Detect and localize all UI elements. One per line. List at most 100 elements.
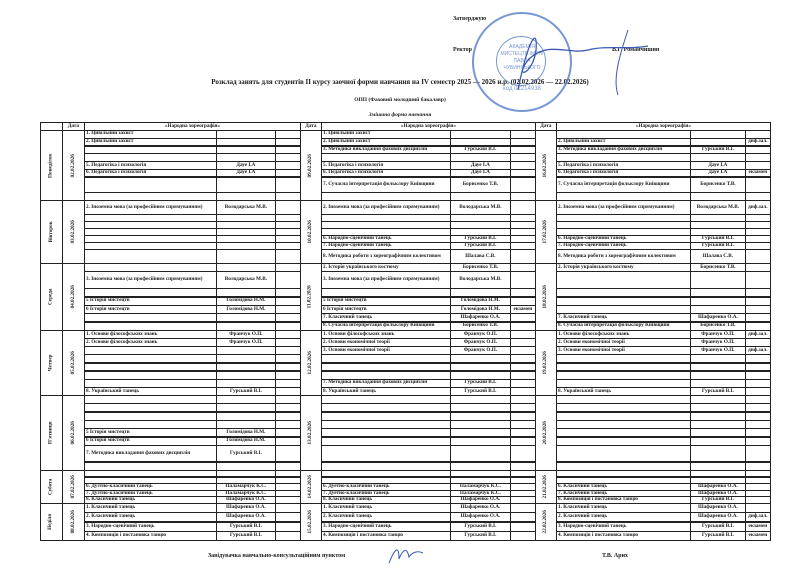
lesson-note <box>510 200 536 215</box>
date-cell: 02.02.2026 <box>62 130 85 201</box>
day-name-cell: Неділя <box>40 503 63 541</box>
approve-label: Затверджую <box>453 16 487 22</box>
lesson-teacher <box>216 176 276 193</box>
footer-signature <box>388 549 424 564</box>
date-cell-text: 13.02.2026 <box>307 421 314 445</box>
lesson-subject <box>556 445 691 463</box>
lesson-teacher <box>450 445 511 463</box>
lesson-teacher <box>216 249 276 264</box>
lesson-teacher: Гурський В.І. <box>450 530 511 541</box>
date-cell-text: 20.02.2026 <box>542 421 549 445</box>
day-name-cell: Четвер <box>40 330 63 396</box>
date-cell-text: 10.02.2026 <box>307 220 314 244</box>
rector-label: Ректор <box>453 47 472 53</box>
lesson-subject <box>84 249 217 264</box>
lesson-subject <box>321 445 451 463</box>
lesson-note <box>510 271 536 289</box>
date-cell-text: 14.02.2026 <box>307 475 314 499</box>
date-cell: 19.02.2026 <box>535 330 557 396</box>
lesson-teacher: Борисенко Т.В. <box>450 176 511 193</box>
lesson-teacher: Володарська М.В. <box>216 200 276 215</box>
official-stamp: АКАДЕМІЯ МИСТЕЦТВ ІМЕНІ ПАВЛА ЧУБИНСЬКОГ… <box>472 12 572 112</box>
day-name-cell: Вівторок <box>40 200 63 264</box>
lesson-subject <box>556 271 691 289</box>
rector-signature <box>517 29 649 96</box>
lesson-note <box>275 445 301 463</box>
rector-name: В.Г. Романчишин <box>612 47 660 53</box>
footer-name: Т.В. Арих <box>602 553 629 559</box>
lesson-note <box>745 249 771 264</box>
date-cell-text: 19.02.2026 <box>542 351 549 375</box>
stamp-code: код 02214938 <box>503 86 541 92</box>
date-cell-text: 22.02.2026 <box>542 510 549 534</box>
date-cell: 05.02.2026 <box>62 330 85 396</box>
day-name-cell-text: Середа <box>47 288 54 306</box>
lesson-note <box>510 249 536 264</box>
lesson-subject: 4. Композиція і постановка танцю <box>321 530 451 541</box>
day-name-cell: Субота <box>40 470 63 504</box>
date-cell-text: 21.02.2026 <box>542 475 549 499</box>
day-name-cell-text: Вівторок <box>47 221 54 243</box>
lesson-note <box>275 200 301 215</box>
lesson-note <box>510 445 536 463</box>
date-cell-text: 12.02.2026 <box>307 351 314 375</box>
date-cell-text: 08.02.2026 <box>69 510 76 534</box>
day-name-cell: Середа <box>40 263 63 331</box>
date-cell-text: 02.02.2026 <box>69 153 76 178</box>
date-cell-text: 17.02.2026 <box>542 220 549 244</box>
date-cell: 22.02.2026 <box>535 503 557 541</box>
schedule-title: Розклад занять для студентів ІІ курсу за… <box>211 78 589 86</box>
date-cell: 18.02.2026 <box>535 263 557 331</box>
date-cell: 17.02.2026 <box>535 200 557 264</box>
day-name-cell: П'ятниця <box>40 395 63 471</box>
date-cell: 07.02.2026 <box>62 470 85 504</box>
lesson-note <box>275 271 301 289</box>
lesson-note <box>275 176 301 193</box>
lesson-note <box>745 445 771 463</box>
date-cell: 10.02.2026 <box>300 200 322 264</box>
date-cell: 03.02.2026 <box>62 200 85 264</box>
lesson-subject: 2. Іноземна мова (за професійним спрямув… <box>556 200 691 215</box>
lesson-subject: 7. Сучасна інтерпретація фольклору Київщ… <box>556 176 691 193</box>
lesson-note <box>510 176 536 193</box>
date-cell-text: 15.02.2026 <box>307 510 314 534</box>
lesson-teacher <box>690 445 746 463</box>
stamp-text: АКАДЕМІЯ МИСТЕЦТВ ІМЕНІ ПАВЛА ЧУБИНСЬКОГ… <box>500 44 544 71</box>
lesson-note <box>510 530 536 541</box>
date-cell: 09.02.2026 <box>300 130 322 201</box>
date-cell: 21.02.2026 <box>535 470 557 504</box>
lesson-teacher: Володарська М.В. <box>216 271 276 289</box>
lesson-teacher: Борисенко Т.В. <box>690 176 746 193</box>
footer-position: Завідувачка навчально-консультаційним пу… <box>208 553 346 559</box>
lesson-note <box>275 530 301 541</box>
lesson-subject: 2. Іноземна мова (за професійним спрямув… <box>84 200 217 215</box>
lesson-note <box>275 249 301 264</box>
day-name-cell: Понеділок <box>40 130 63 201</box>
day-name-cell-text: П'ятниця <box>47 421 54 445</box>
lesson-subject: 4. Композиція і постановка танцю <box>556 530 691 541</box>
lesson-teacher: Володарська М.В. <box>450 271 511 289</box>
lesson-teacher <box>690 271 746 289</box>
day-name-cell-text: Неділя <box>47 513 54 530</box>
lesson-teacher: Шалава С.В. <box>450 249 511 264</box>
lesson-note <box>745 176 771 193</box>
date-cell-text: 05.02.2026 <box>69 351 76 375</box>
lesson-subject: 2. Іноземна мова (за професійним спрямув… <box>321 200 451 215</box>
lesson-teacher: Володарська М.В. <box>690 200 746 215</box>
date-cell: 11.02.2026 <box>300 263 322 331</box>
date-cell: 14.02.2026 <box>300 470 322 504</box>
lesson-subject <box>84 176 217 193</box>
date-cell: 20.02.2026 <box>535 395 557 471</box>
lesson-teacher: Гурський В.І. <box>216 530 276 541</box>
lesson-subject: 7. Сучасна інтерпретація фольклору Київщ… <box>321 176 451 193</box>
date-cell-text: 18.02.2026 <box>542 285 549 309</box>
lesson-teacher: Гурський В.І. <box>690 530 746 541</box>
date-cell-text: 06.02.2026 <box>69 421 76 445</box>
lesson-subject: 8. Методика роботи з хореографічним коле… <box>321 249 451 264</box>
lesson-teacher: Гурський В.І. <box>216 445 276 463</box>
lesson-note: диф.зал. <box>745 200 771 215</box>
lesson-subject: 3. Іноземна мова (за професійним спрямув… <box>321 271 451 289</box>
date-cell-text: 11.02.2026 <box>307 285 314 309</box>
date-cell-text: 04.02.2026 <box>69 285 76 309</box>
date-cell-text: 09.02.2026 <box>307 153 314 178</box>
